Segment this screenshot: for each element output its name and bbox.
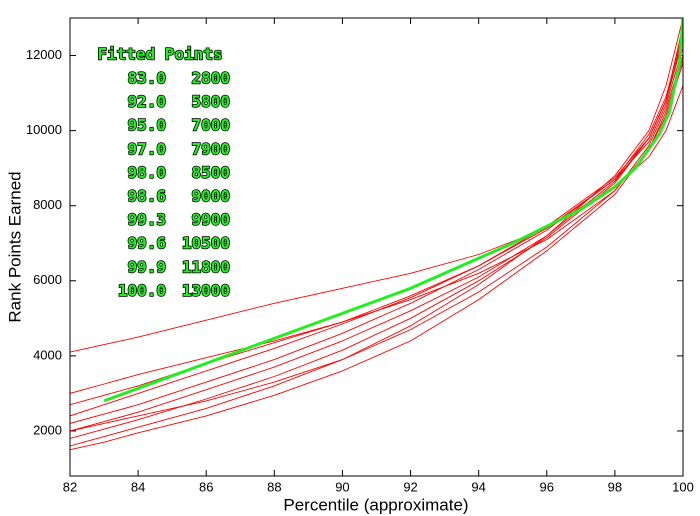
y-axis-label: Rank Points Earned	[5, 171, 24, 322]
y-tick-label: 6000	[33, 272, 62, 287]
x-tick-label: 82	[63, 479, 77, 494]
x-tick-label: 96	[540, 479, 554, 494]
x-tick-label: 84	[131, 479, 145, 494]
fit-percentile: 83.0	[127, 69, 166, 88]
fit-points: 11800	[182, 257, 230, 276]
y-tick-label: 2000	[33, 422, 62, 437]
fit-points: 13000	[182, 281, 230, 300]
y-tick-label: 4000	[33, 347, 62, 362]
fit-points: 8500	[191, 163, 230, 182]
fit-points: 7000	[191, 116, 230, 135]
fitted-line	[103, 18, 683, 403]
y-tick-label: 12000	[26, 47, 62, 62]
fit-percentile: 99.9	[127, 257, 166, 276]
fit-points: 9900	[191, 210, 230, 229]
x-tick-label: 94	[471, 479, 485, 494]
fit-points: 2800	[191, 69, 230, 88]
x-axis-label: Percentile (approximate)	[283, 495, 468, 514]
fit-points: 9000	[191, 187, 230, 206]
x-tick-label: 86	[199, 479, 213, 494]
fit-points: 7900	[191, 139, 230, 158]
fit-percentile: 97.0	[127, 139, 166, 158]
data-line	[70, 55, 683, 447]
fit-title: Fitted Points	[97, 45, 222, 64]
x-tick-label: 92	[403, 479, 417, 494]
fit-percentile: 100.0	[118, 281, 166, 300]
data-line	[70, 47, 683, 406]
y-tick-label: 8000	[33, 197, 62, 212]
data-line	[70, 18, 683, 432]
data-line	[70, 32, 683, 424]
fit-points: 10500	[182, 234, 230, 253]
x-tick-label: 90	[335, 479, 349, 494]
fit-percentile: 98.6	[127, 187, 166, 206]
fit-percentile: 92.0	[127, 92, 166, 111]
fit-percentile: 98.0	[127, 163, 166, 182]
fit-points: 5800	[191, 92, 230, 111]
data-line	[70, 85, 683, 353]
fit-percentile: 99.3	[127, 210, 166, 229]
x-tick-label: 88	[267, 479, 281, 494]
data-line	[70, 25, 683, 439]
x-tick-label: 98	[608, 479, 622, 494]
plot-frame	[69, 17, 684, 477]
fit-percentile: 95.0	[127, 116, 166, 135]
x-tick-label: 100	[672, 479, 694, 494]
y-tick-label: 10000	[26, 122, 62, 137]
fit-percentile: 99.6	[127, 234, 166, 253]
